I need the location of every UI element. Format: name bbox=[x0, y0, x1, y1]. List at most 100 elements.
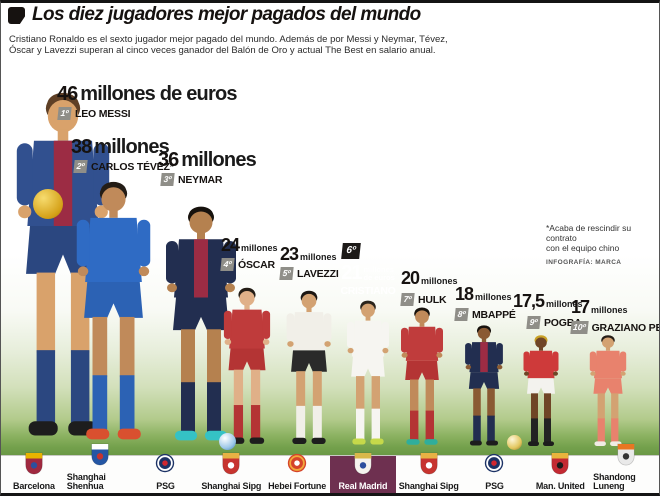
club-crest-icon bbox=[220, 452, 242, 481]
club-name: PSG bbox=[156, 481, 175, 491]
salary-unit: millones bbox=[421, 276, 458, 286]
club-crest-icon bbox=[615, 443, 637, 472]
salary-amount: 46 bbox=[57, 83, 78, 105]
player-name-row-4: 4º ÓSCAR bbox=[220, 258, 275, 271]
salary-amount: 36 bbox=[158, 149, 179, 171]
club-name: Shanghai Shenhua bbox=[66, 472, 106, 491]
player-name-row-7: 7º HULK bbox=[400, 293, 447, 306]
rank-badge-10: 10º bbox=[570, 321, 589, 334]
club-crest-icon bbox=[352, 452, 374, 481]
description-line-2: Óscar y Lavezzi superan al cinco veces g… bbox=[9, 45, 436, 56]
salary-amount: 18 bbox=[455, 284, 474, 304]
club-crest-icon bbox=[286, 452, 308, 481]
player-figure--scar bbox=[214, 286, 280, 451]
rank-badge-4: 4º bbox=[220, 258, 235, 271]
salary-amount: 17 bbox=[571, 297, 590, 317]
club-crest-icon bbox=[89, 443, 111, 472]
player-name: LEO MESSI bbox=[75, 107, 131, 120]
football-pogba bbox=[507, 435, 522, 450]
footnote-line-2: con el equipo chino bbox=[546, 243, 620, 253]
player-figure-neymar bbox=[151, 204, 251, 451]
club-name: Shandong Luneng bbox=[593, 472, 636, 491]
salary-amount: 21 bbox=[341, 262, 362, 284]
football-oscar bbox=[219, 433, 236, 450]
player-figure-graziano-pell- bbox=[582, 334, 634, 451]
rank-badge-5: 5º bbox=[279, 267, 294, 280]
salary-label-3: 36 millones bbox=[158, 149, 257, 172]
club-cell-7: Shanghai Sipg bbox=[396, 452, 462, 493]
footnote: *Acaba de rescindir su contrato con el e… bbox=[546, 223, 659, 268]
player-figure-pogba bbox=[516, 334, 566, 451]
cristiano-highlight-bar: 6º 21 millones de euros CRISTIANO bbox=[340, 243, 396, 455]
club-cell-3: PSG bbox=[133, 453, 199, 493]
player-name: NEYMAR bbox=[178, 173, 223, 186]
golden-ball bbox=[33, 189, 63, 219]
salary-label-4: 24 millones bbox=[221, 235, 278, 256]
cristiano-salary: 21 millones de euros bbox=[340, 258, 396, 283]
player-name: HULK bbox=[418, 293, 447, 306]
rank-badge-7: 7º bbox=[400, 293, 415, 306]
salary-unit: millones de euros bbox=[363, 265, 395, 282]
club-crest-icon bbox=[154, 452, 176, 481]
player-name-row-8: 8º MBAPPÉ bbox=[454, 308, 516, 321]
salary-unit: millones bbox=[475, 292, 512, 302]
salary-label-8: 18 millones bbox=[455, 284, 512, 305]
salary-label-1: 46 millones de euros bbox=[57, 83, 238, 106]
club-cell-10: Shandong Luneng bbox=[593, 443, 659, 493]
salary-amount: 24 bbox=[221, 235, 240, 255]
player-figure-cristiano bbox=[338, 299, 398, 451]
salary-amount: 38 bbox=[71, 136, 92, 158]
player-figure-lavezzi bbox=[277, 289, 341, 451]
player-name: CARLOS TÉVEZ* bbox=[91, 160, 174, 173]
salary-unit: millones bbox=[241, 243, 278, 253]
player-name: ÓSCAR bbox=[238, 258, 275, 271]
salary-unit: millones bbox=[94, 136, 170, 158]
club-name: PSG bbox=[485, 481, 504, 491]
club-cell-5: Hebei Fortune bbox=[264, 453, 330, 493]
title-marker-icon bbox=[8, 7, 25, 24]
rank-badge-6: 6º bbox=[341, 243, 361, 259]
rank-badge-1: 1º bbox=[57, 107, 72, 120]
rank-badge-8: 8º bbox=[454, 308, 469, 321]
salary-unit: millones bbox=[546, 299, 583, 309]
salary-label-2: 38 millones bbox=[71, 136, 170, 159]
player-figure-carlos-t-vez- bbox=[61, 179, 166, 451]
rank-badge-3: 3º bbox=[160, 173, 175, 186]
club-cell-9: Man. United bbox=[527, 452, 593, 493]
player-name-row-5: 5º LAVEZZI bbox=[279, 267, 339, 280]
player-name-cristiano: CRISTIANO bbox=[340, 285, 396, 297]
club-name: Real Madrid bbox=[338, 481, 388, 491]
salary-label-10: 17 millones bbox=[571, 297, 628, 318]
club-name: Hebei Fortune bbox=[268, 481, 327, 491]
club-strip: Barcelona Shanghai Shenhua PSG Shanghai … bbox=[1, 443, 659, 493]
player-figure-mbapp- bbox=[457, 324, 511, 451]
player-name: LAVEZZI bbox=[297, 267, 339, 280]
club-name: Man. United bbox=[535, 481, 585, 491]
club-name: Barcelona bbox=[13, 481, 55, 491]
club-name: Shanghai Sipg bbox=[398, 481, 459, 491]
infographic-credit: INFOGRAFÍA: MARCA bbox=[546, 259, 622, 266]
rank-badge-2: 2º bbox=[73, 160, 88, 173]
club-cell-6: Real Madrid bbox=[329, 452, 396, 493]
player-name-row-2: 2º CARLOS TÉVEZ* bbox=[73, 160, 174, 173]
salary-unit: millones de euros bbox=[80, 83, 237, 105]
club-cell-1: Barcelona bbox=[1, 452, 67, 493]
salary-unit: millones bbox=[300, 252, 337, 262]
club-cell-4: Shanghai Sipg bbox=[198, 452, 264, 493]
club-crest-icon bbox=[549, 452, 571, 481]
salary-label-9: 17,5 millones bbox=[513, 291, 583, 312]
salary-amount: 20 bbox=[401, 268, 420, 288]
player-name-row-1: 1º LEO MESSI bbox=[57, 107, 131, 120]
salary-label-7: 20 millones bbox=[401, 268, 458, 289]
player-name: GRAZIANO PELLÉ bbox=[591, 321, 659, 334]
description-line-1: Cristiano Ronaldo es el sexto jugador me… bbox=[9, 34, 448, 45]
salary-amount: 23 bbox=[280, 244, 299, 264]
rank-badge-9: 9º bbox=[526, 316, 541, 329]
salary-amount: 17,5 bbox=[513, 291, 545, 311]
player-name: MBAPPÉ bbox=[472, 308, 516, 321]
footnote-line-1: *Acaba de rescindir su contrato bbox=[546, 223, 632, 243]
club-crest-icon bbox=[418, 452, 440, 481]
club-crest-icon bbox=[23, 452, 45, 481]
